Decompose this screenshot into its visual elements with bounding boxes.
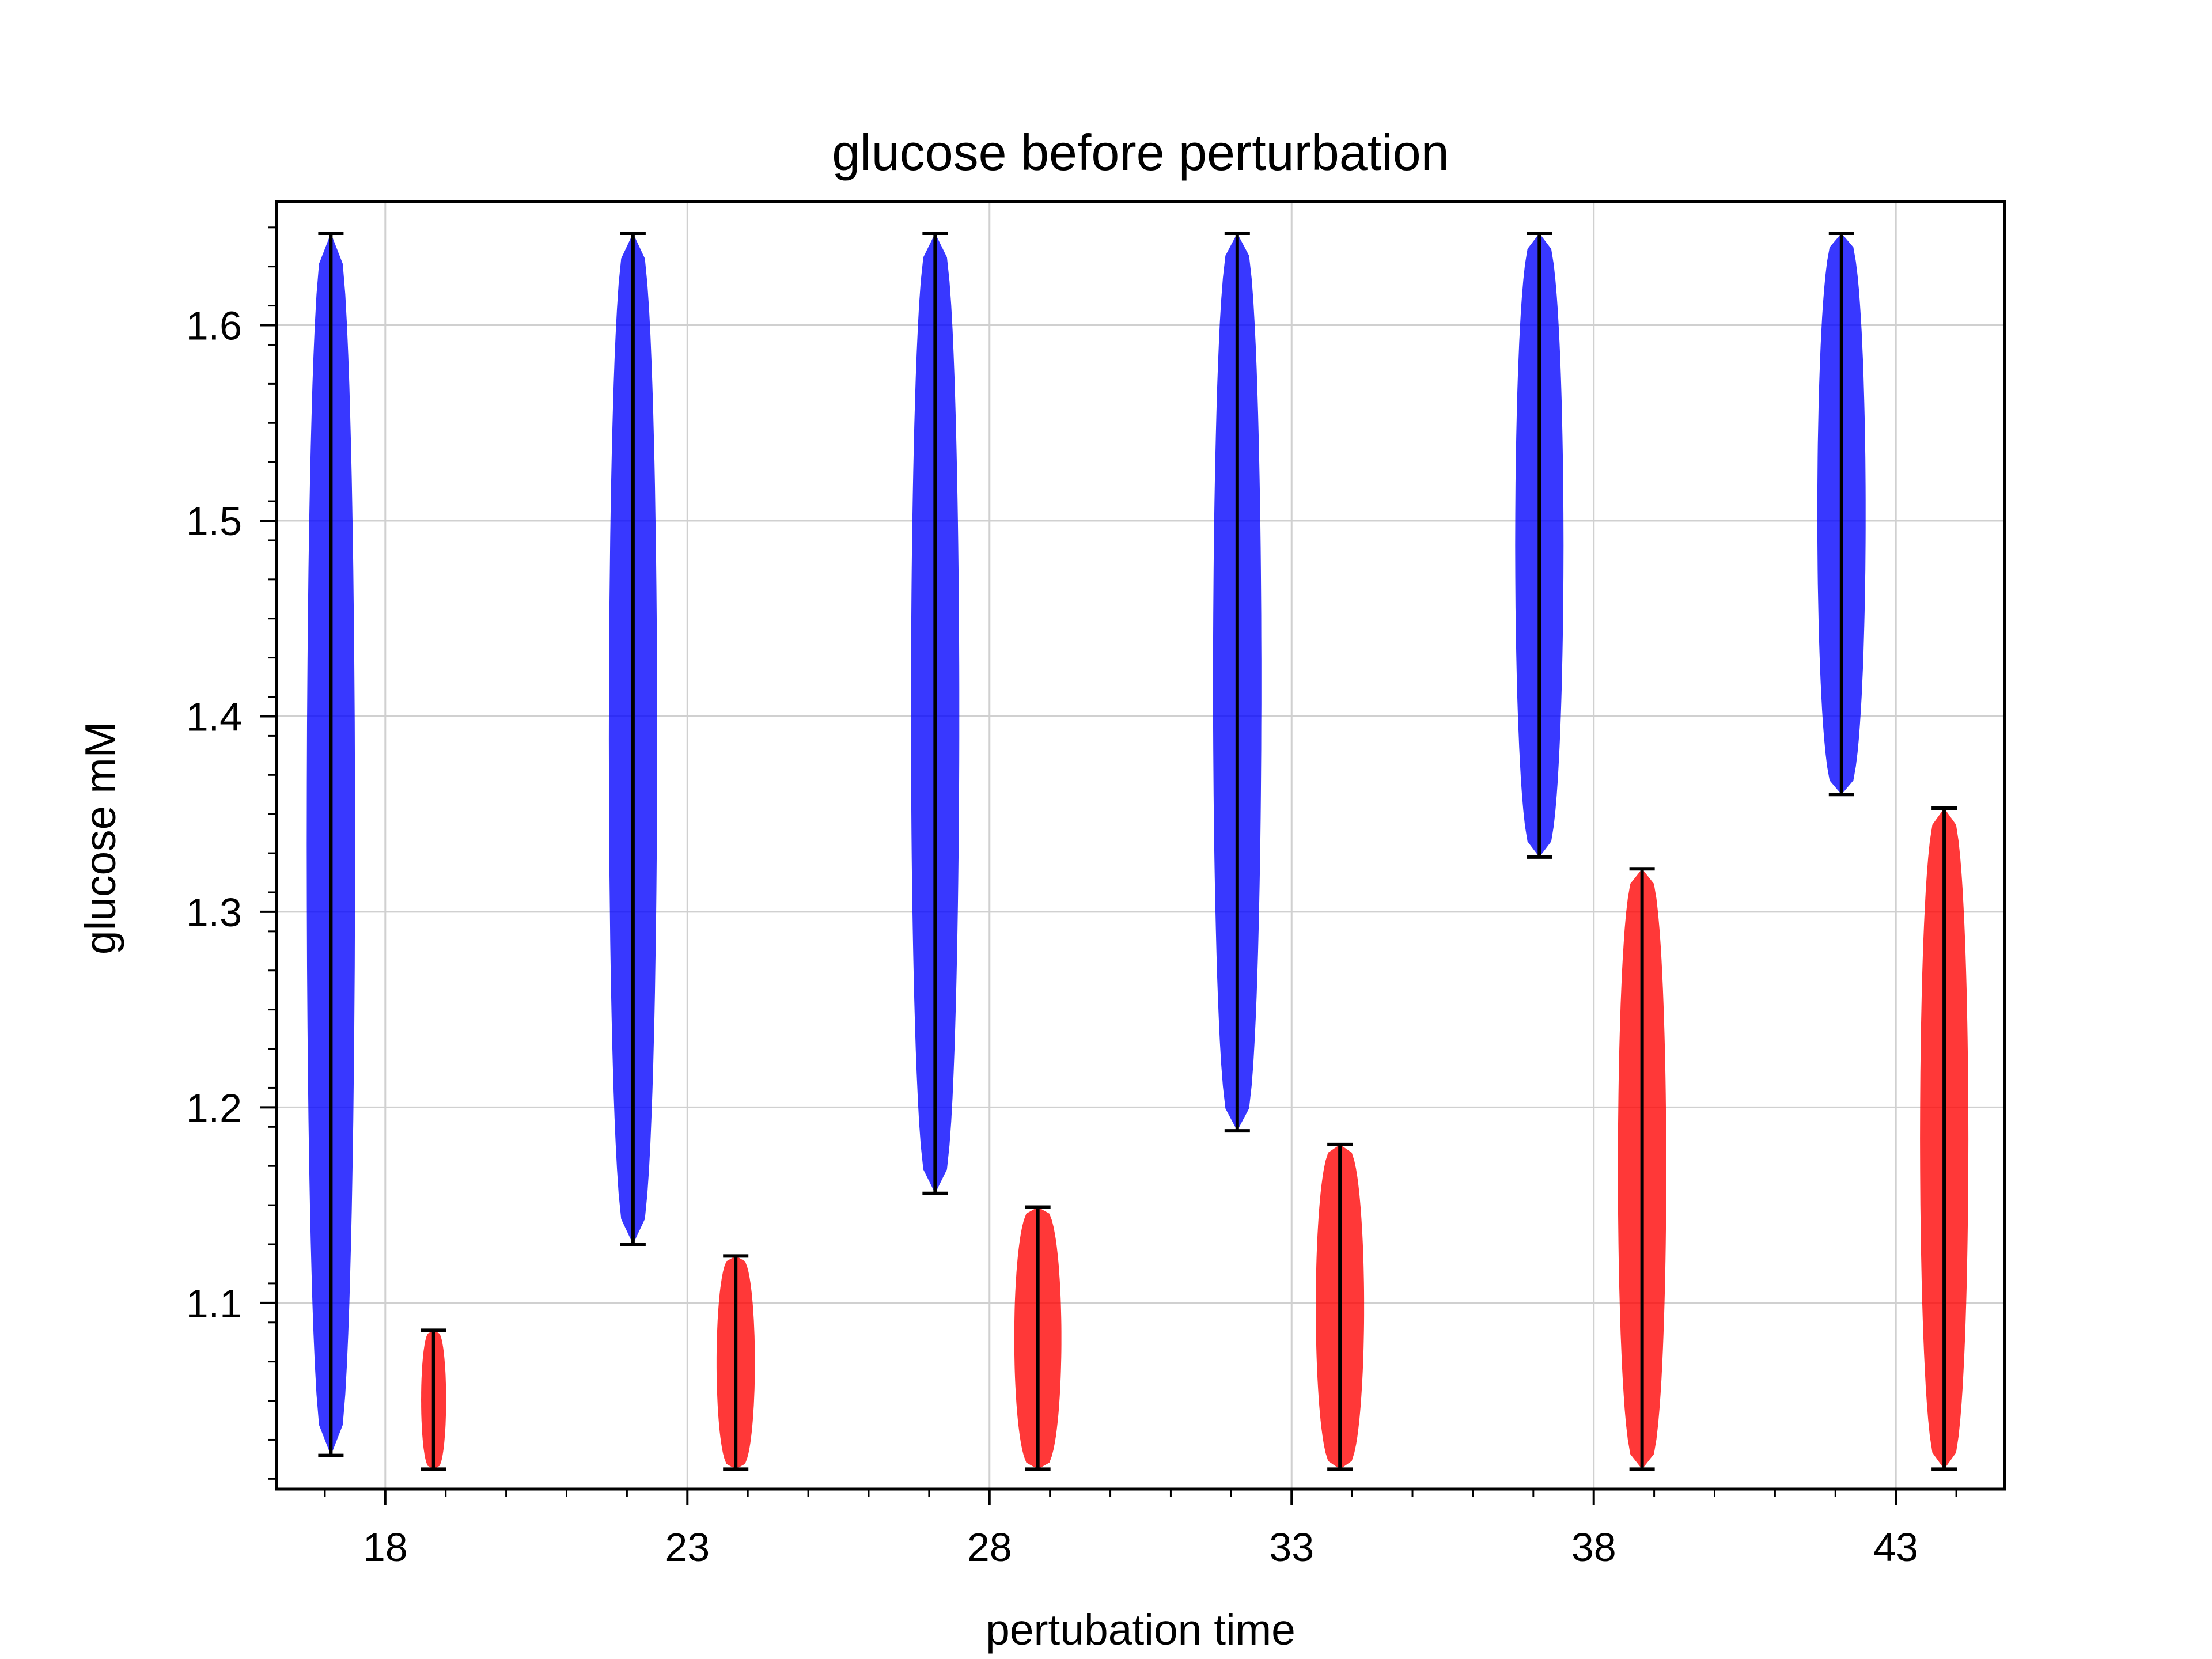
x-tick-label: 23 bbox=[665, 1525, 710, 1570]
y-tick-label: 1.2 bbox=[186, 1085, 242, 1130]
y-tick-label: 1.5 bbox=[186, 499, 242, 544]
grid-lines bbox=[276, 202, 2005, 1489]
axis-ticks: 18 23 28 33 38 43 1.1 1.2 1.3 1.4 1.5 1.6 bbox=[186, 226, 1957, 1570]
y-tick-label: 1.1 bbox=[186, 1281, 242, 1326]
x-tick-label: 38 bbox=[1571, 1525, 1616, 1570]
y-axis-label: glucose mM bbox=[76, 722, 124, 955]
violins bbox=[306, 231, 1969, 1471]
y-tick-label: 1.4 bbox=[186, 694, 242, 739]
x-axis-label: pertubation time bbox=[986, 1605, 1296, 1654]
plot-frame bbox=[275, 200, 2006, 1491]
chart-title: glucose before perturbation bbox=[832, 124, 1449, 181]
y-tick-label: 1.6 bbox=[186, 304, 242, 349]
y-tick-label: 1.3 bbox=[186, 890, 242, 935]
x-tick-label: 28 bbox=[967, 1525, 1012, 1570]
x-tick-label: 43 bbox=[1873, 1525, 1918, 1570]
x-tick-label: 18 bbox=[363, 1525, 408, 1570]
x-tick-label: 33 bbox=[1269, 1525, 1314, 1570]
